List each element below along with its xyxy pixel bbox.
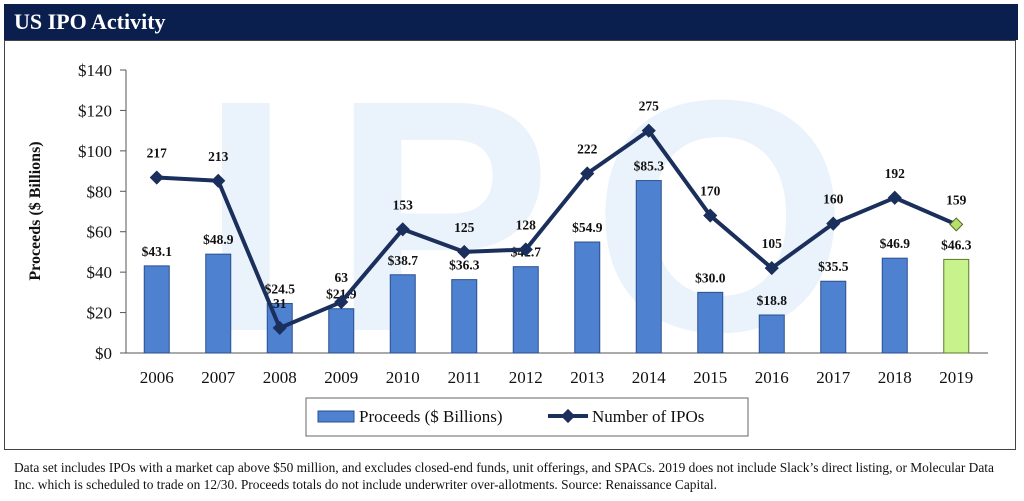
ipo-count-marker	[211, 173, 226, 188]
ipo-count-marker	[518, 242, 533, 257]
proceeds-bar	[758, 314, 785, 354]
ipo-count-label: 217	[147, 146, 168, 161]
watermark-logo: IPO	[200, 31, 888, 400]
x-tick-label: 2006	[140, 368, 174, 387]
chart-title: US IPO Activity	[14, 9, 166, 34]
proceeds-bar-label: $46.3	[941, 237, 972, 252]
x-tick-label: 2011	[448, 368, 481, 387]
x-tick-label: 2015	[693, 368, 727, 387]
proceeds-bar-label: $54.9	[572, 220, 603, 235]
title-bar: US IPO Activity	[4, 4, 1018, 40]
ipo-count-marker	[826, 216, 841, 231]
proceeds-bar	[943, 258, 970, 354]
ipo-count-marker	[272, 320, 287, 336]
x-tick-label: 2016	[755, 368, 789, 387]
proceeds-bar-label: $24.5	[265, 281, 296, 296]
x-tick-label: 2013	[570, 368, 604, 387]
y-tick-label: $120	[78, 101, 112, 120]
ipo-count-marker	[580, 166, 595, 181]
x-tick-label: 2007	[201, 368, 236, 387]
ipo-count-marker	[949, 217, 964, 232]
proceeds-bar	[881, 257, 908, 354]
ipo-count-label: 128	[516, 218, 537, 233]
ipo-count-marker	[457, 244, 472, 259]
x-tick-label: 2018	[878, 368, 912, 387]
ipo-count-label: 275	[639, 99, 660, 114]
y-axis-label: Proceeds ($ Billions)	[27, 141, 44, 280]
ipo-count-marker	[764, 261, 779, 276]
ipo-count-marker	[641, 123, 656, 138]
proceeds-bar	[451, 279, 478, 354]
legend-proceeds-label: Proceeds ($ Billions)	[359, 407, 503, 426]
ipo-count-label: 222	[577, 141, 598, 156]
proceeds-bar-label: $43.1	[142, 244, 173, 259]
proceeds-bar-label: $38.7	[388, 253, 419, 268]
ipo-count-label: 170	[700, 184, 721, 199]
x-tick-label: 2017	[816, 368, 851, 387]
x-tick-label: 2014	[632, 368, 667, 387]
ipo-count-marker	[149, 170, 164, 185]
y-tick-label: $140	[78, 61, 112, 80]
proceeds-bar-label: $18.8	[757, 293, 788, 308]
legend-diamond-marker	[560, 408, 576, 424]
ipo-count-marker	[887, 190, 902, 205]
y-tick-label: $80	[87, 182, 113, 201]
x-tick-label: 2008	[263, 368, 297, 387]
proceeds-bar	[820, 280, 847, 354]
proceeds-bar	[512, 266, 539, 354]
chart-frame	[4, 40, 1016, 450]
ipo-count-label: 63	[335, 270, 349, 285]
ipo-count-label: 159	[946, 192, 967, 207]
x-tick-label: 2012	[509, 368, 543, 387]
legend: Proceeds ($ Billions) Number of IPOs	[305, 397, 749, 437]
ipo-count-label: 153	[393, 197, 414, 212]
y-tick-label: $60	[87, 223, 113, 242]
legend-bar-swatch	[317, 410, 355, 423]
proceeds-bar	[205, 253, 232, 354]
proceeds-bar-label: $46.9	[880, 236, 911, 251]
proceeds-bar-label: $35.5	[818, 259, 849, 274]
proceeds-bar	[635, 180, 662, 354]
legend-box	[305, 397, 749, 437]
ipo-count-label: 31	[273, 296, 287, 311]
x-tick-label: 2010	[386, 368, 420, 387]
proceeds-bar	[143, 265, 170, 354]
ipo-count-label: 105	[762, 236, 783, 251]
y-tick-label: $100	[78, 142, 112, 161]
proceeds-bar	[389, 274, 416, 354]
proceeds-bar-label: $36.3	[449, 258, 480, 273]
x-tick-label: 2009	[324, 368, 358, 387]
y-tick-label: $40	[87, 263, 113, 282]
ipo-count-label: 160	[823, 192, 844, 207]
x-tick-label: 2019	[939, 368, 973, 387]
footnote: Data set includes IPOs with a market cap…	[14, 460, 994, 492]
proceeds-bar	[574, 241, 601, 354]
ipo-count-marker	[334, 294, 349, 310]
legend-ipos-label: Number of IPOs	[592, 407, 704, 426]
proceeds-bar-label: $30.0	[695, 270, 726, 285]
y-tick-label: $20	[87, 304, 113, 323]
ipo-count-marker	[395, 222, 410, 237]
proceeds-bar-label: $48.9	[203, 232, 234, 247]
ipo-count-label: 213	[208, 149, 229, 164]
proceeds-bar	[697, 291, 724, 354]
proceeds-bar-label: $85.3	[634, 159, 665, 174]
y-tick-label: $0	[95, 344, 112, 363]
ipo-count-label: 192	[885, 166, 906, 181]
proceeds-bar	[328, 308, 355, 354]
ipo-count-marker	[703, 208, 718, 223]
ipo-count-line	[156, 128, 958, 330]
ipo-count-label: 125	[454, 220, 475, 235]
